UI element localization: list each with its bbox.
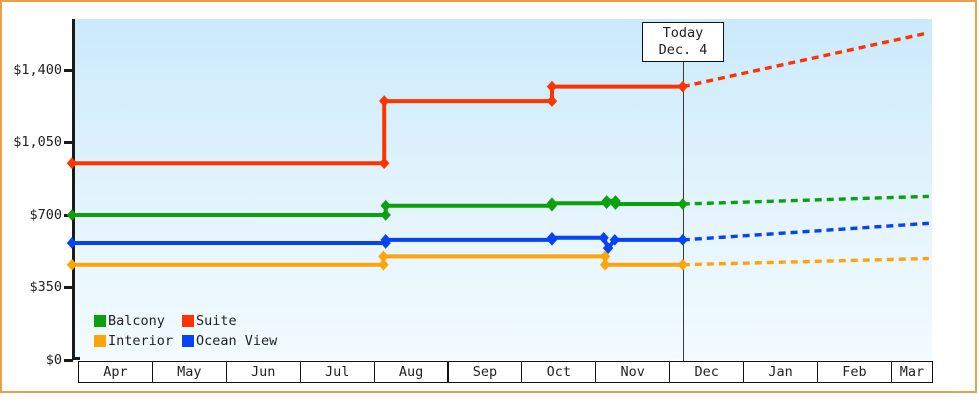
month-label-may: May [151,361,227,383]
month-label-apr: Apr [78,361,153,383]
legend-swatch [94,315,106,327]
data-point-marker [380,199,391,212]
today-annotation: Today Dec. 4 [642,22,724,62]
month-label-dec: Dec [669,361,745,383]
month-label-oct: Oct [521,361,597,383]
y-axis-foot [72,357,80,360]
month-label-aug: Aug [373,361,449,383]
month-label-nov: Nov [595,361,671,383]
today-vertical-line [683,59,684,361]
data-point-marker [599,258,611,271]
legend-label: Suite [196,313,237,329]
y-tick-mark [64,286,73,290]
legend-item-ocean-view: Ocean View [182,333,278,349]
legend-item-suite: Suite [182,313,237,329]
month-label-jan: Jan [743,361,818,383]
data-point-marker [378,258,389,271]
data-point-marker [546,80,558,93]
y-tick-label: $0 [45,352,62,368]
data-point-marker [609,234,620,246]
price-history-chart [66,31,930,271]
data-point-marker [677,234,688,246]
month-label-feb: Feb [817,361,892,383]
series-line-ocean-view [72,235,683,252]
data-point-marker [598,231,609,244]
data-point-marker [601,195,612,207]
series-line-balcony [72,198,683,217]
data-point-marker [66,209,78,221]
data-point-marker [380,209,391,221]
data-point-marker [66,258,78,271]
plot-area [72,19,932,360]
y-tick-label: $700 [29,206,62,223]
data-point-marker [677,258,688,271]
legend-swatch [182,335,194,347]
data-point-marker [380,234,391,246]
legend-label: Ocean View [196,333,278,349]
legend-item-balcony: Balcony [94,313,165,329]
legend-swatch [94,335,106,347]
month-label-jun: Jun [225,361,301,383]
y-tick-mark [64,68,73,72]
y-tick-mark [64,359,73,362]
y-tick-label: $350 [29,279,62,296]
series-projection-balcony [682,194,929,206]
month-label-jul: Jul [299,361,375,383]
y-tick-mark [64,141,73,145]
data-point-marker [677,80,688,93]
legend-swatch [182,315,194,327]
data-point-marker [599,250,611,263]
y-tick-label: $1,050 [13,134,62,151]
y-tick-label: $1,400 [13,61,62,78]
data-point-marker [610,198,621,210]
legend-label: Interior [108,333,174,349]
legend-item-interior: Interior [94,333,174,349]
series-projection-ocean-view [682,221,930,242]
series-projection-suite [682,31,930,89]
series-line-interior [72,254,683,267]
today-label: Today [662,25,704,41]
legend-label: Balcony [108,313,165,329]
data-point-marker [546,95,558,107]
data-point-marker [378,250,389,263]
data-point-marker [677,198,688,210]
data-point-marker [66,157,78,170]
data-point-marker [66,237,78,249]
data-point-marker [379,157,390,170]
month-label-mar: Mar [890,361,933,383]
data-point-marker [602,242,614,254]
month-label-sep: Sep [447,361,523,383]
today-date: Dec. 4 [658,42,708,58]
series-line-suite [72,84,683,166]
series-projection-interior [682,256,929,267]
data-point-marker [379,95,390,107]
x-axis-months: Apr May Jun Jul Aug Sep Oct Nov Dec Jan Feb Mar [78,361,933,384]
